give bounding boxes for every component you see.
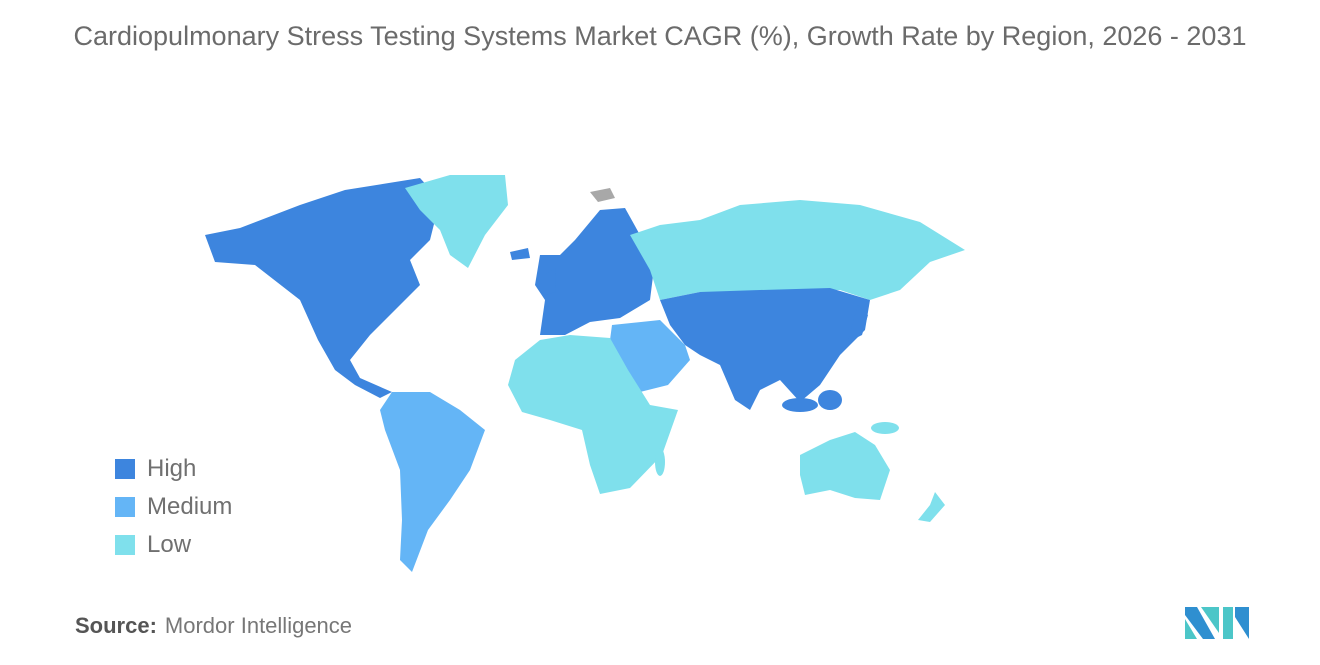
legend-item-medium: Medium	[115, 488, 232, 526]
region-north-america[interactable]	[205, 178, 440, 398]
mordor-intelligence-logo	[1185, 607, 1249, 639]
region-australia[interactable]	[800, 432, 890, 500]
region-asia-pacific[interactable]	[660, 288, 870, 410]
source-label: Source:	[75, 613, 157, 638]
legend-label: Medium	[147, 493, 233, 520]
chart-title-text: Cardiopulmonary Stress Testing Systems M…	[73, 21, 1247, 51]
region-svalbard-nodata	[590, 188, 615, 202]
region-png[interactable]	[871, 422, 899, 434]
legend-label: Low	[147, 531, 192, 558]
region-greenland[interactable]	[405, 175, 508, 268]
chart-title: Cardiopulmonary Stress Testing Systems M…	[0, 18, 1320, 55]
source: Source: Mordor Intelligence	[75, 613, 352, 639]
legend: High Medium Low	[115, 450, 232, 564]
legend-item-high: High	[115, 450, 232, 488]
region-japan[interactable]	[848, 305, 868, 342]
legend-label: High	[147, 455, 197, 482]
region-africa[interactable]	[508, 335, 678, 494]
region-iceland[interactable]	[510, 248, 530, 260]
region-indonesia[interactable]	[782, 398, 818, 412]
region-madagascar[interactable]	[655, 448, 665, 476]
legend-item-low: Low	[115, 526, 232, 564]
legend-swatch	[115, 459, 135, 479]
region-europe[interactable]	[535, 208, 655, 335]
source-value: Mordor Intelligence	[164, 613, 353, 638]
region-south-america[interactable]	[380, 392, 485, 572]
region-russia[interactable]	[630, 200, 965, 300]
region-borneo[interactable]	[818, 390, 842, 410]
legend-swatch	[115, 535, 135, 555]
region-new-zealand[interactable]	[918, 492, 945, 522]
region-uk[interactable]	[545, 268, 556, 295]
legend-swatch	[115, 497, 135, 517]
